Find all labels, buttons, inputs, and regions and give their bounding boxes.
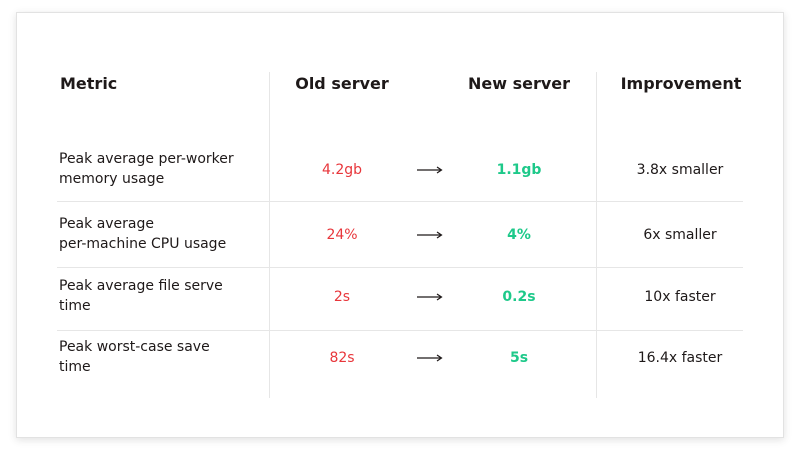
column-header: Metric bbox=[60, 74, 118, 93]
improvement: 3.8x smaller bbox=[636, 162, 724, 178]
metric-label: time bbox=[59, 359, 91, 375]
improvement: 16.4x faster bbox=[637, 350, 723, 366]
column-header: Improvement bbox=[620, 74, 742, 93]
arrow-icon bbox=[417, 354, 443, 362]
column-header: New server bbox=[467, 74, 571, 93]
metric-label: Peak average file serve bbox=[59, 278, 223, 294]
old-value: 2s bbox=[333, 289, 351, 305]
new-value: 5s bbox=[509, 350, 529, 366]
card bbox=[16, 12, 784, 438]
metric-label: time bbox=[59, 298, 91, 314]
arrow-icon bbox=[417, 231, 443, 239]
metric-label: Peak average bbox=[59, 216, 155, 232]
row-divider bbox=[57, 330, 743, 331]
old-value: 4.2gb bbox=[321, 162, 363, 178]
old-value: 24% bbox=[326, 227, 358, 243]
column-divider bbox=[596, 72, 597, 398]
old-value: 82s bbox=[329, 350, 355, 366]
row-divider bbox=[57, 267, 743, 268]
metric-label: per-machine CPU usage bbox=[59, 236, 227, 252]
column-header: Old server bbox=[295, 74, 389, 93]
metric-label: memory usage bbox=[59, 171, 165, 187]
metric-label: Peak average per-worker bbox=[59, 151, 234, 167]
new-value: 0.2s bbox=[502, 289, 536, 305]
row-divider bbox=[57, 201, 743, 202]
improvement: 6x smaller bbox=[643, 227, 717, 243]
metric-label: Peak worst-case save bbox=[59, 339, 210, 355]
new-value: 4% bbox=[507, 227, 531, 243]
new-value: 1.1gb bbox=[496, 162, 542, 178]
column-divider bbox=[269, 72, 270, 398]
improvement: 10x faster bbox=[644, 289, 716, 305]
arrow-icon bbox=[417, 293, 443, 301]
arrow-icon bbox=[417, 166, 443, 174]
